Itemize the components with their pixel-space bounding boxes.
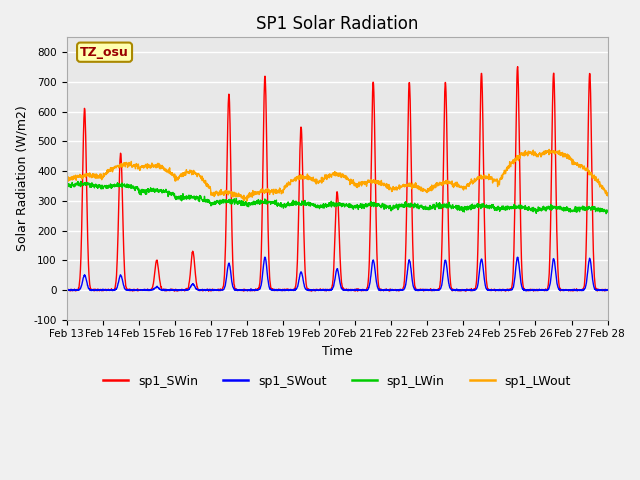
sp1_SWout	[572, 287, 579, 293]
sp1_LWin	[77, 179, 84, 184]
sp1_SWin	[495, 287, 502, 293]
sp1_SWout	[495, 287, 502, 293]
sp1_SWin	[63, 287, 70, 293]
sp1_SWin	[214, 287, 221, 292]
sp1_SWout	[69, 288, 77, 293]
sp1_LWin	[63, 183, 70, 189]
Line: sp1_SWin: sp1_SWin	[67, 67, 607, 291]
sp1_LWin	[604, 208, 611, 214]
sp1_SWout	[604, 287, 611, 293]
sp1_LWout	[214, 192, 221, 197]
Line: sp1_LWout: sp1_LWout	[67, 149, 607, 201]
sp1_LWin	[365, 203, 372, 208]
sp1_LWin	[214, 198, 221, 204]
Y-axis label: Solar Radiation (W/m2): Solar Radiation (W/m2)	[15, 106, 28, 252]
sp1_SWout	[556, 287, 564, 293]
sp1_SWout	[353, 287, 361, 292]
sp1_LWin	[602, 211, 610, 216]
sp1_SWout	[261, 254, 269, 260]
sp1_LWin	[572, 208, 579, 214]
sp1_SWout	[365, 285, 372, 290]
sp1_LWin	[556, 205, 564, 211]
sp1_LWout	[243, 198, 251, 204]
Line: sp1_LWin: sp1_LWin	[67, 181, 607, 214]
sp1_SWout	[214, 288, 221, 293]
sp1_SWin	[604, 287, 611, 293]
sp1_LWout	[604, 193, 611, 199]
sp1_SWin	[353, 287, 361, 292]
Title: SP1 Solar Radiation: SP1 Solar Radiation	[256, 15, 419, 33]
sp1_SWin	[514, 64, 522, 70]
Legend: sp1_SWin, sp1_SWout, sp1_LWin, sp1_LWout: sp1_SWin, sp1_SWout, sp1_LWin, sp1_LWout	[99, 370, 576, 393]
sp1_LWin	[353, 204, 361, 210]
Text: TZ_osu: TZ_osu	[80, 46, 129, 59]
sp1_LWout	[545, 146, 553, 152]
sp1_LWout	[353, 181, 361, 187]
X-axis label: Time: Time	[322, 345, 353, 358]
sp1_LWin	[495, 206, 502, 212]
sp1_SWin	[365, 274, 372, 280]
sp1_LWout	[63, 176, 70, 182]
Line: sp1_SWout: sp1_SWout	[67, 257, 607, 290]
sp1_SWin	[572, 287, 579, 292]
sp1_LWout	[495, 180, 502, 186]
sp1_LWout	[365, 178, 372, 183]
sp1_SWout	[63, 288, 70, 293]
sp1_LWout	[572, 161, 579, 167]
sp1_SWin	[556, 286, 564, 292]
sp1_SWin	[129, 288, 136, 294]
sp1_LWout	[556, 153, 564, 158]
